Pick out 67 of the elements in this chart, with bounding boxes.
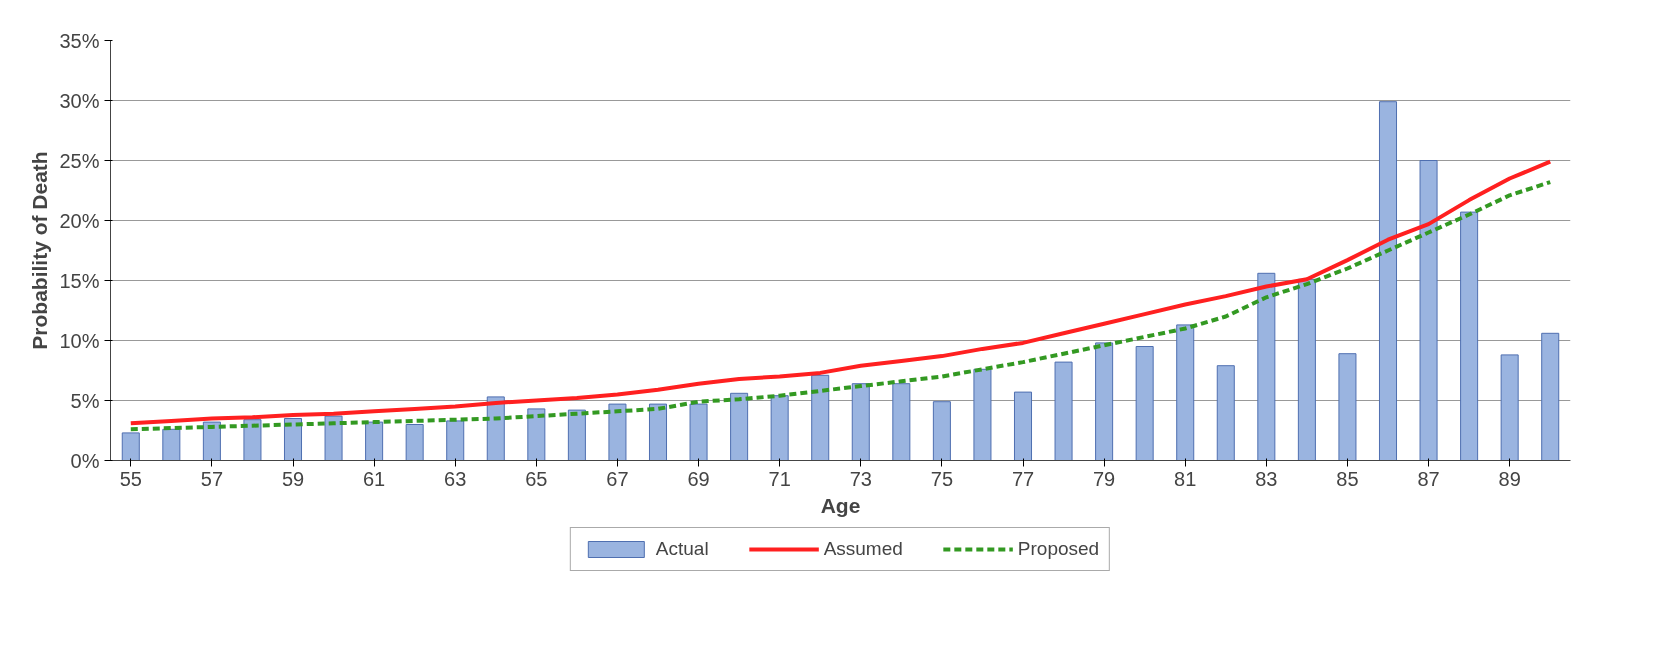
bar [648,403,668,461]
bar [283,418,303,461]
bar [1460,211,1479,461]
y-tick-label: 0% [70,449,100,472]
bar [1297,278,1316,461]
x-tick-label: 73 [849,467,872,490]
y-tick-label: 10% [59,329,100,352]
bar [527,408,546,461]
bar [446,420,465,461]
bar [1541,332,1560,461]
bar [1013,391,1033,461]
bar [1135,346,1154,461]
bar [730,392,749,461]
bar [770,395,789,461]
x-tick-label: 77 [1011,467,1035,490]
bar [932,401,951,461]
x-axis-title: Age [820,493,861,517]
x-tick-label: 63 [444,467,467,490]
y-tick-label: 25% [59,149,100,172]
x-tick-label: 69 [687,467,710,490]
y-axis-title: Probability of Death [28,151,52,350]
bar [405,424,424,461]
x-tick-label: 61 [362,467,386,490]
bar [689,403,708,461]
bar [973,368,992,461]
x-tick-label: 71 [768,467,791,490]
bar [1216,365,1235,461]
bar [608,403,627,461]
x-tick-label: 65 [525,467,548,490]
bar [1257,272,1276,461]
x-tick-label: 85 [1336,467,1359,490]
bar [162,428,181,461]
x-tick-label: 75 [930,467,954,490]
x-tick-label: 89 [1498,467,1521,490]
bar [851,383,870,461]
bar [324,415,343,461]
x-tick-label: 83 [1255,467,1278,490]
bar [1054,361,1073,461]
x-tick-label: 55 [119,467,142,490]
x-tick-label: 87 [1417,467,1440,490]
bar [202,421,221,461]
bar [567,409,586,461]
bar [1176,324,1195,461]
y-tick-label: 15% [59,269,100,292]
bar [1378,101,1398,461]
y-tick-label: 5% [70,389,100,412]
bar [1338,353,1357,461]
bar [486,396,505,461]
y-tick-label: 35% [59,29,100,52]
bar [121,432,140,461]
legend-label: Assumed [823,538,903,560]
bar [811,374,830,461]
bar [243,419,262,461]
x-tick-label: 67 [606,467,629,490]
x-tick-label: 59 [281,467,305,490]
x-tick-label: 79 [1092,467,1116,490]
bar [1419,160,1438,461]
bar [365,421,384,461]
legend-label: Proposed [1017,538,1100,560]
legend-label: Actual [655,538,709,560]
y-tick-label: 30% [59,89,100,112]
bar [892,383,911,461]
bar [1500,354,1519,461]
bar [1095,342,1114,461]
x-tick-label: 57 [200,467,224,490]
y-tick-label: 20% [59,209,100,232]
x-tick-label: 81 [1174,467,1197,490]
